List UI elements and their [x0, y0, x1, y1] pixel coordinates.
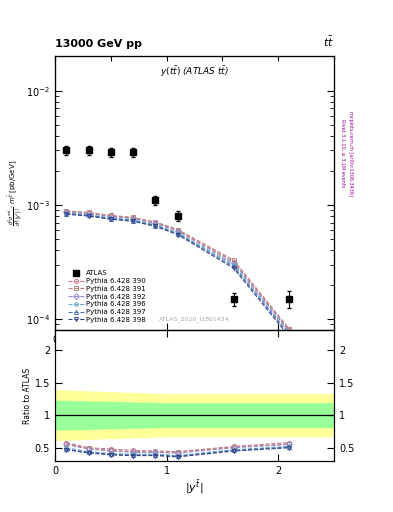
X-axis label: $|y^{\bar{t}}|$: $|y^{\bar{t}}|$: [185, 478, 204, 496]
Y-axis label: Ratio to ATLAS: Ratio to ATLAS: [23, 368, 32, 423]
Y-axis label: $\frac{d^2\sigma^{ord}}{d^2\!\left(|y^{\bar{t}}|\right)}\!\cdot m^{\bar{t}}$ [pb: $\frac{d^2\sigma^{ord}}{d^2\!\left(|y^{\…: [6, 160, 25, 226]
Text: Rivet 3.1.10, ≥ 3.1M events: Rivet 3.1.10, ≥ 3.1M events: [340, 119, 345, 188]
Text: 13000 GeV pp: 13000 GeV pp: [55, 38, 142, 49]
Text: mcplots.cern.ch [arXiv:1306.3436]: mcplots.cern.ch [arXiv:1306.3436]: [348, 111, 353, 196]
Legend: ATLAS, Pythia 6.428 390, Pythia 6.428 391, Pythia 6.428 392, Pythia 6.428 396, P: ATLAS, Pythia 6.428 390, Pythia 6.428 39…: [67, 269, 147, 324]
Text: $y(t\bar{t})$ (ATLAS $t\bar{t}$): $y(t\bar{t})$ (ATLAS $t\bar{t}$): [160, 65, 229, 79]
Text: $t\bar{t}$: $t\bar{t}$: [323, 34, 334, 49]
Text: ATLAS_2020_I1801434: ATLAS_2020_I1801434: [159, 316, 230, 322]
